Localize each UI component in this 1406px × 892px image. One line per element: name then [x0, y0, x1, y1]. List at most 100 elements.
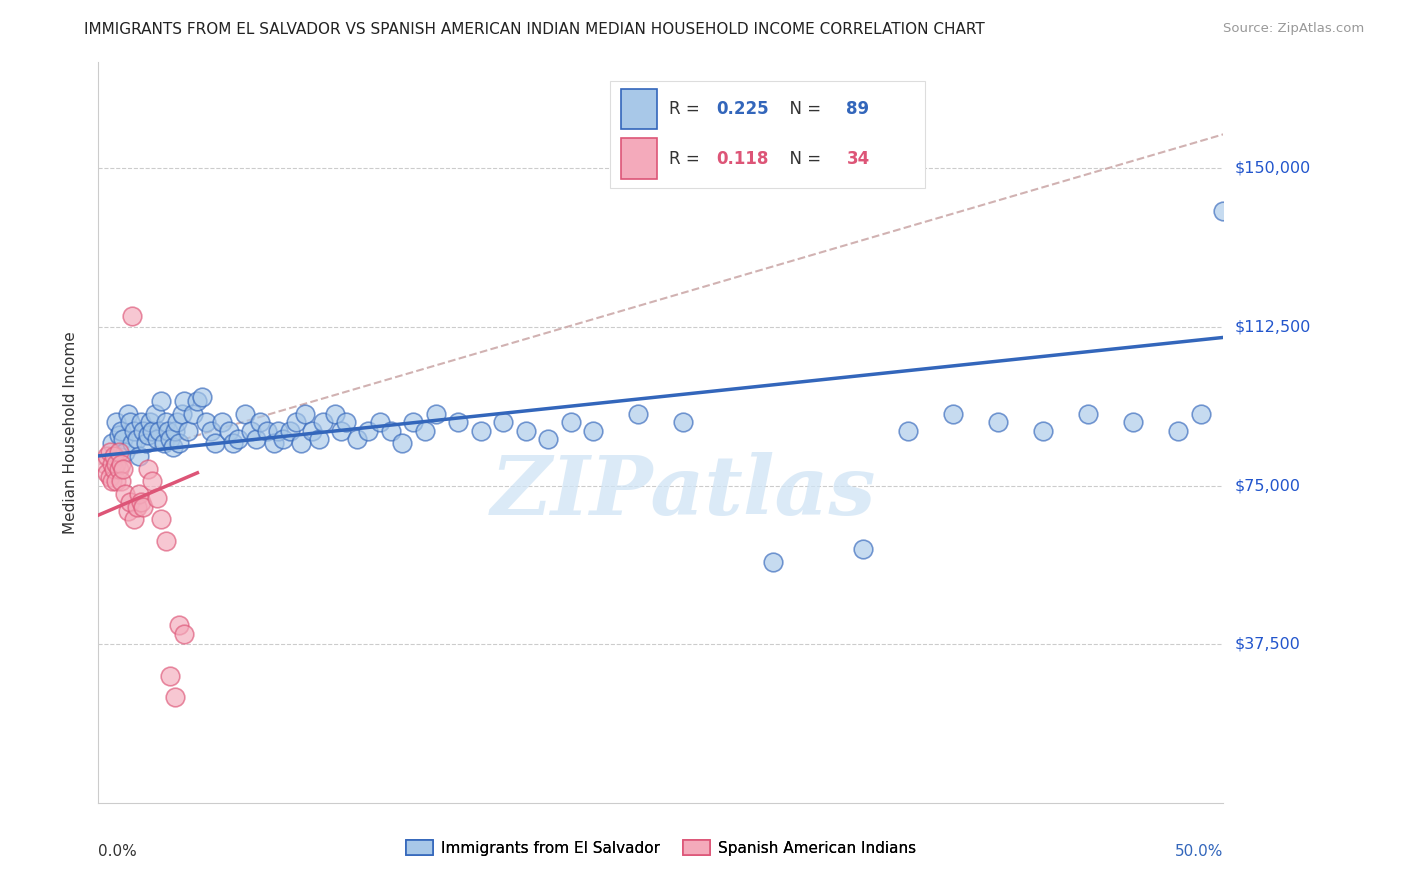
Point [105, 475, 128, 489]
Point [110, 424, 132, 438]
Point [515, 424, 537, 438]
Point [155, 533, 177, 548]
Point [124, 512, 146, 526]
Point [148, 424, 170, 438]
Point [117, 504, 139, 518]
Point [173, 393, 195, 408]
Point [132, 500, 155, 514]
Point [128, 449, 150, 463]
Point [146, 491, 169, 506]
Point [124, 424, 146, 438]
Point [107, 444, 129, 458]
Point [560, 415, 582, 429]
Point [135, 436, 157, 450]
Point [117, 407, 139, 421]
Point [1077, 407, 1099, 421]
Text: 50.0%: 50.0% [1175, 844, 1223, 858]
Point [312, 415, 335, 429]
Point [101, 436, 124, 450]
Point [125, 500, 148, 514]
Point [105, 415, 128, 429]
Point [1032, 424, 1054, 438]
Point [672, 415, 695, 429]
Point [136, 461, 159, 475]
Point [143, 407, 166, 421]
Point [112, 461, 135, 475]
Point [136, 427, 159, 442]
FancyBboxPatch shape [621, 88, 658, 129]
Point [118, 495, 141, 509]
Point [330, 424, 353, 438]
Legend: Immigrants from El Salvador, Spanish American Indians: Immigrants from El Salvador, Spanish Ame… [399, 834, 922, 862]
Point [118, 415, 141, 429]
Point [897, 424, 920, 438]
Point [267, 424, 290, 438]
Point [129, 495, 152, 509]
Point [152, 436, 174, 450]
Point [162, 441, 184, 455]
FancyBboxPatch shape [610, 81, 925, 188]
Point [256, 424, 278, 438]
Point [94, 458, 117, 472]
Point [163, 690, 186, 704]
Point [226, 432, 249, 446]
Point [159, 669, 181, 683]
Point [141, 424, 163, 438]
Text: IMMIGRANTS FROM EL SALVADOR VS SPANISH AMERICAN INDIAN MEDIAN HOUSEHOLD INCOME C: IMMIGRANTS FROM EL SALVADOR VS SPANISH A… [84, 22, 986, 37]
Point [447, 415, 470, 429]
Point [107, 427, 129, 442]
Point [150, 512, 173, 526]
Point [103, 461, 125, 475]
Point [285, 415, 308, 429]
Point [492, 415, 515, 429]
Point [1167, 424, 1189, 438]
Text: 89: 89 [846, 100, 869, 118]
Point [413, 424, 436, 438]
Point [128, 487, 150, 501]
Point [170, 407, 193, 421]
Point [146, 432, 169, 446]
Point [96, 449, 118, 463]
Point [290, 436, 312, 450]
Text: R =: R = [669, 150, 710, 168]
Point [105, 458, 128, 472]
Point [762, 555, 785, 569]
Point [263, 436, 285, 450]
Point [942, 407, 965, 421]
Point [233, 407, 256, 421]
Point [177, 424, 200, 438]
Point [240, 424, 263, 438]
Point [114, 487, 136, 501]
Point [1189, 407, 1212, 421]
Text: 0.118: 0.118 [716, 150, 768, 168]
Point [294, 407, 316, 421]
Point [301, 424, 323, 438]
Point [1122, 415, 1144, 429]
Text: ZIPatlas: ZIPatlas [491, 452, 876, 532]
Point [101, 458, 124, 472]
Point [271, 432, 294, 446]
Text: Source: ZipAtlas.com: Source: ZipAtlas.com [1223, 22, 1364, 36]
Point [425, 407, 447, 421]
Point [218, 424, 240, 438]
Point [169, 436, 191, 450]
Text: $112,500: $112,500 [1234, 319, 1310, 334]
Text: $37,500: $37,500 [1234, 637, 1301, 652]
Point [169, 618, 191, 632]
Point [195, 415, 218, 429]
Point [155, 415, 177, 429]
Text: N =: N = [779, 100, 827, 118]
Point [245, 432, 267, 446]
Point [166, 415, 188, 429]
Point [308, 432, 330, 446]
Point [204, 436, 226, 450]
Point [107, 461, 129, 475]
Point [181, 407, 204, 421]
Point [98, 470, 121, 484]
Point [139, 415, 162, 429]
Point [1212, 203, 1234, 218]
Point [110, 475, 132, 489]
Text: N =: N = [779, 150, 827, 168]
Point [141, 475, 163, 489]
Point [186, 393, 208, 408]
